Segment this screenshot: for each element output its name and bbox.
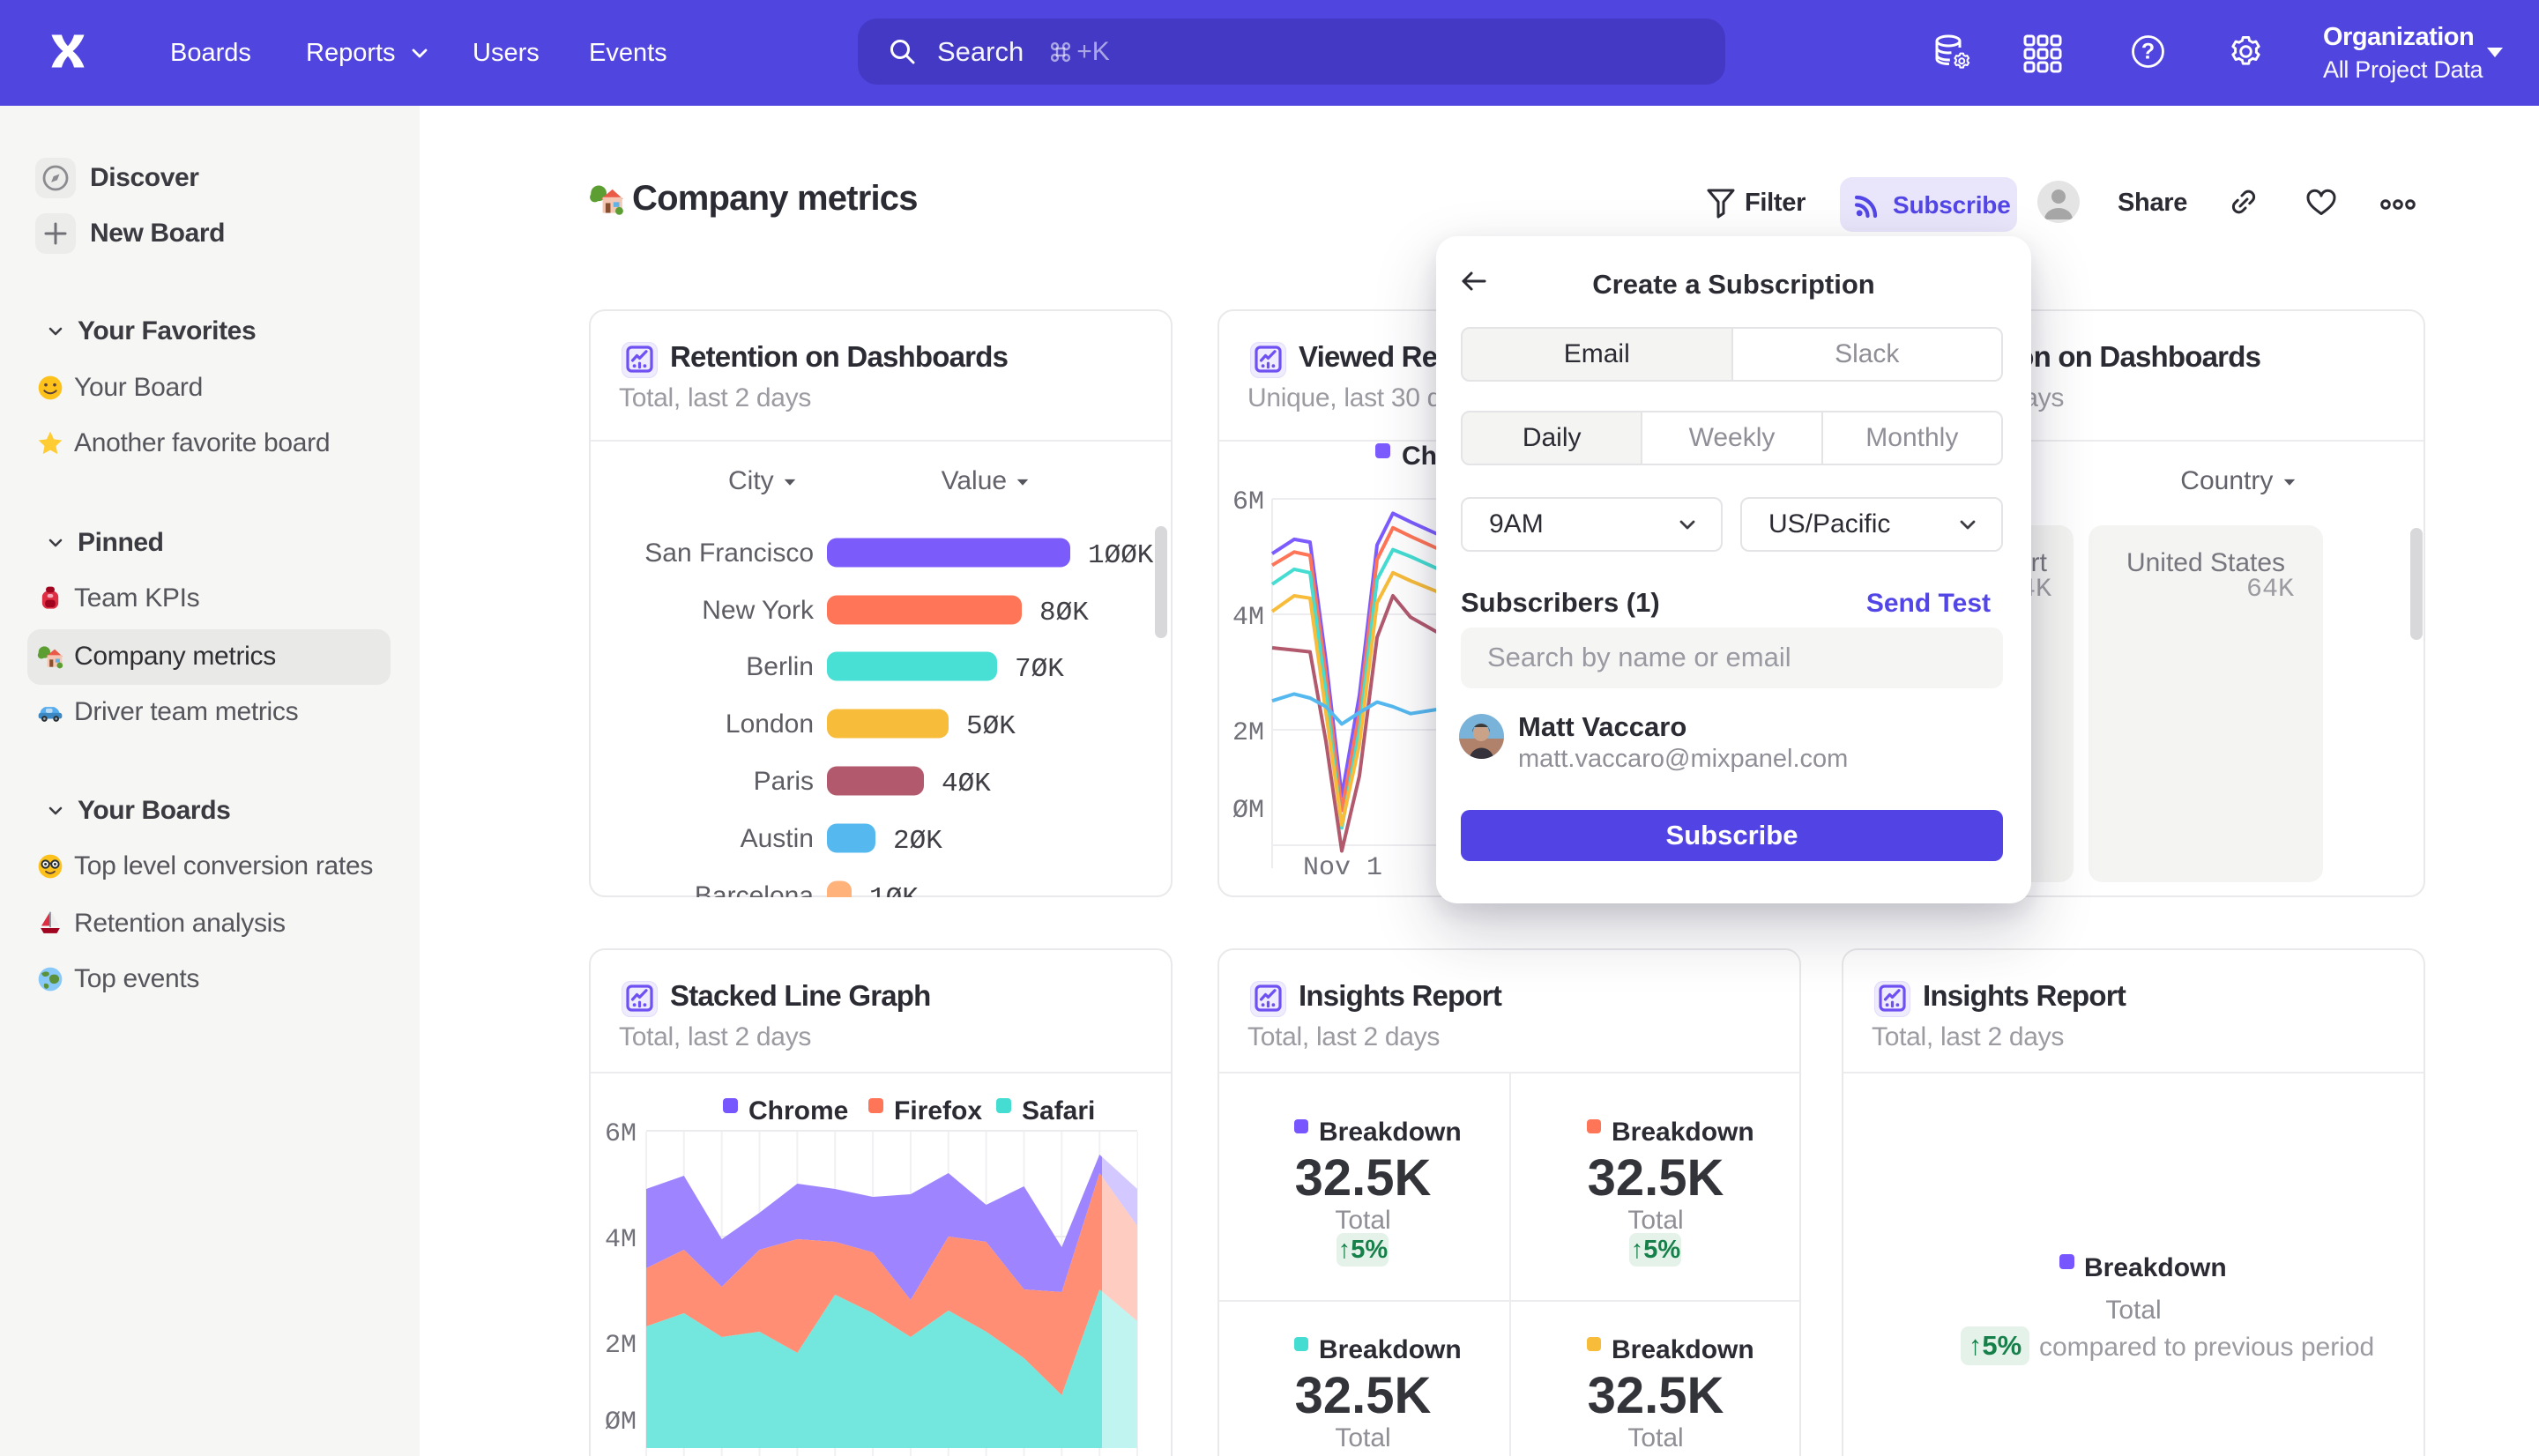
svg-text:San Francisco: San Francisco [644,539,814,568]
svg-text:London: London [726,709,814,739]
svg-text:Firefox: Firefox [894,1096,982,1125]
svg-text:Total: Total [1335,1423,1390,1452]
svg-text:6M: 6M [1232,487,1264,517]
svg-text:Breakdown: Breakdown [1319,1335,1462,1364]
svg-text:↑5%: ↑5% [1631,1236,1681,1264]
svg-text:2ØK: 2ØK [893,826,942,857]
svg-text:?: ? [2141,40,2155,64]
svg-text:1ØØK: 1ØØK [1088,540,1154,571]
svg-text:2M: 2M [605,1331,637,1361]
svg-text:ØM: ØM [1232,796,1264,826]
svg-text:Breakdown: Breakdown [1612,1118,1754,1147]
svg-text:2M: 2M [1232,718,1264,748]
svg-text:↑5%: ↑5% [1969,1330,2022,1361]
svg-text:32.5K: 32.5K [1588,1149,1724,1207]
svg-text:7ØK: 7ØK [1015,654,1064,685]
svg-text:4M: 4M [605,1225,637,1255]
svg-text:4ØK: 4ØK [942,769,991,799]
svg-text:Berlin: Berlin [746,652,814,681]
svg-text:1ØK: 1ØK [869,883,919,897]
svg-text:32.5K: 32.5K [1588,1367,1724,1424]
svg-text:Paris: Paris [754,767,814,796]
svg-text:ØM: ØM [605,1408,637,1437]
svg-text:Breakdown: Breakdown [2084,1253,2227,1282]
svg-text:Total: Total [1335,1206,1390,1235]
svg-text:8ØK: 8ØK [1039,598,1089,628]
svg-text:Safari: Safari [1022,1096,1095,1125]
svg-text:New York: New York [702,596,815,625]
svg-text:↑5%: ↑5% [1338,1236,1389,1264]
svg-text:32.5K: 32.5K [1295,1149,1432,1207]
svg-text:compared to previous period: compared to previous period [2039,1333,2374,1362]
svg-text:32.5K: 32.5K [1295,1367,1432,1424]
svg-text:Total: Total [2105,1296,2161,1325]
svg-text:Breakdown: Breakdown [1612,1335,1754,1364]
svg-text:4M: 4M [1232,603,1264,633]
svg-text:Barcelona: Barcelona [695,881,814,897]
svg-text:6M: 6M [605,1119,637,1149]
svg-text:Total: Total [1627,1206,1683,1235]
svg-text:5ØK: 5ØK [966,711,1016,742]
svg-text:Breakdown: Breakdown [1319,1118,1462,1147]
svg-text:Chrome: Chrome [748,1096,848,1125]
svg-text:Total: Total [1627,1423,1683,1452]
svg-text:Nov 1: Nov 1 [1303,853,1382,883]
svg-text:Austin: Austin [741,824,814,853]
